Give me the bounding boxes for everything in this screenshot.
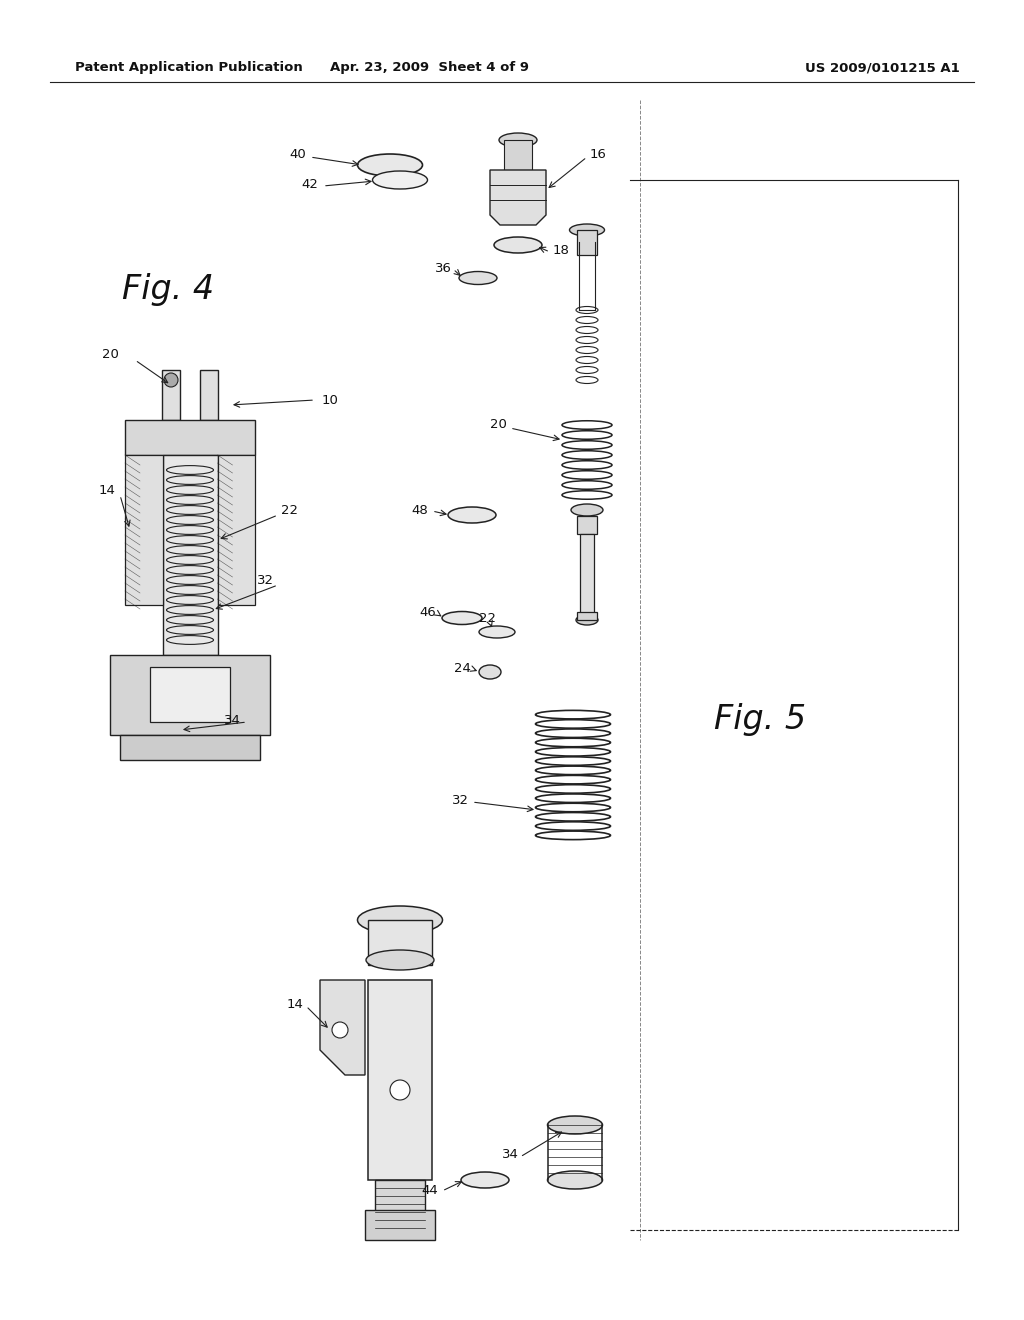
Bar — [200, 370, 218, 420]
Ellipse shape — [373, 172, 427, 189]
Ellipse shape — [459, 272, 497, 285]
Bar — [580, 535, 594, 620]
Text: 44: 44 — [422, 1184, 438, 1196]
Ellipse shape — [479, 626, 515, 638]
Ellipse shape — [449, 507, 496, 523]
Text: 20: 20 — [489, 418, 507, 432]
Ellipse shape — [548, 1115, 602, 1134]
Bar — [125, 455, 163, 605]
Bar — [375, 1180, 425, 1230]
Bar — [163, 455, 217, 655]
Text: 14: 14 — [98, 483, 116, 496]
Bar — [368, 920, 432, 965]
Ellipse shape — [569, 224, 604, 236]
Ellipse shape — [357, 154, 423, 176]
Text: 24: 24 — [454, 661, 470, 675]
Bar — [577, 230, 597, 255]
Text: 48: 48 — [412, 503, 428, 516]
Polygon shape — [490, 170, 546, 224]
Ellipse shape — [575, 615, 598, 624]
Bar — [125, 420, 255, 455]
Bar — [368, 979, 432, 1180]
Ellipse shape — [461, 1172, 509, 1188]
Text: 32: 32 — [256, 573, 273, 586]
Text: 36: 36 — [435, 261, 452, 275]
Text: 46: 46 — [420, 606, 436, 619]
Text: Fig. 4: Fig. 4 — [122, 273, 214, 306]
Bar — [162, 370, 180, 420]
Circle shape — [164, 374, 178, 387]
Bar — [217, 455, 255, 605]
Bar — [120, 735, 260, 760]
Bar — [577, 612, 597, 620]
Text: 34: 34 — [223, 714, 241, 726]
Bar — [577, 516, 597, 535]
Text: Patent Application Publication: Patent Application Publication — [75, 62, 303, 74]
Ellipse shape — [442, 611, 482, 624]
Text: 34: 34 — [502, 1148, 518, 1162]
Bar — [110, 655, 270, 735]
Ellipse shape — [494, 238, 542, 253]
Text: Fig. 5: Fig. 5 — [714, 704, 806, 737]
Polygon shape — [319, 979, 365, 1074]
Text: 20: 20 — [101, 348, 119, 362]
Text: 16: 16 — [590, 149, 607, 161]
Ellipse shape — [479, 665, 501, 678]
Text: 10: 10 — [322, 393, 339, 407]
Ellipse shape — [366, 950, 434, 970]
Text: Apr. 23, 2009  Sheet 4 of 9: Apr. 23, 2009 Sheet 4 of 9 — [331, 62, 529, 74]
Bar — [504, 140, 532, 170]
Circle shape — [332, 1022, 348, 1038]
Circle shape — [390, 1080, 410, 1100]
Text: US 2009/0101215 A1: US 2009/0101215 A1 — [805, 62, 961, 74]
Text: 40: 40 — [290, 149, 306, 161]
Text: 18: 18 — [553, 243, 570, 256]
Ellipse shape — [571, 504, 603, 516]
Ellipse shape — [499, 133, 537, 147]
Text: 22: 22 — [282, 503, 299, 516]
Ellipse shape — [357, 906, 442, 935]
Bar — [365, 1210, 435, 1239]
Ellipse shape — [548, 1171, 602, 1189]
Text: 22: 22 — [478, 611, 496, 624]
Text: 14: 14 — [287, 998, 303, 1011]
Bar — [150, 667, 230, 722]
Text: 32: 32 — [452, 793, 469, 807]
Text: 42: 42 — [301, 178, 318, 191]
